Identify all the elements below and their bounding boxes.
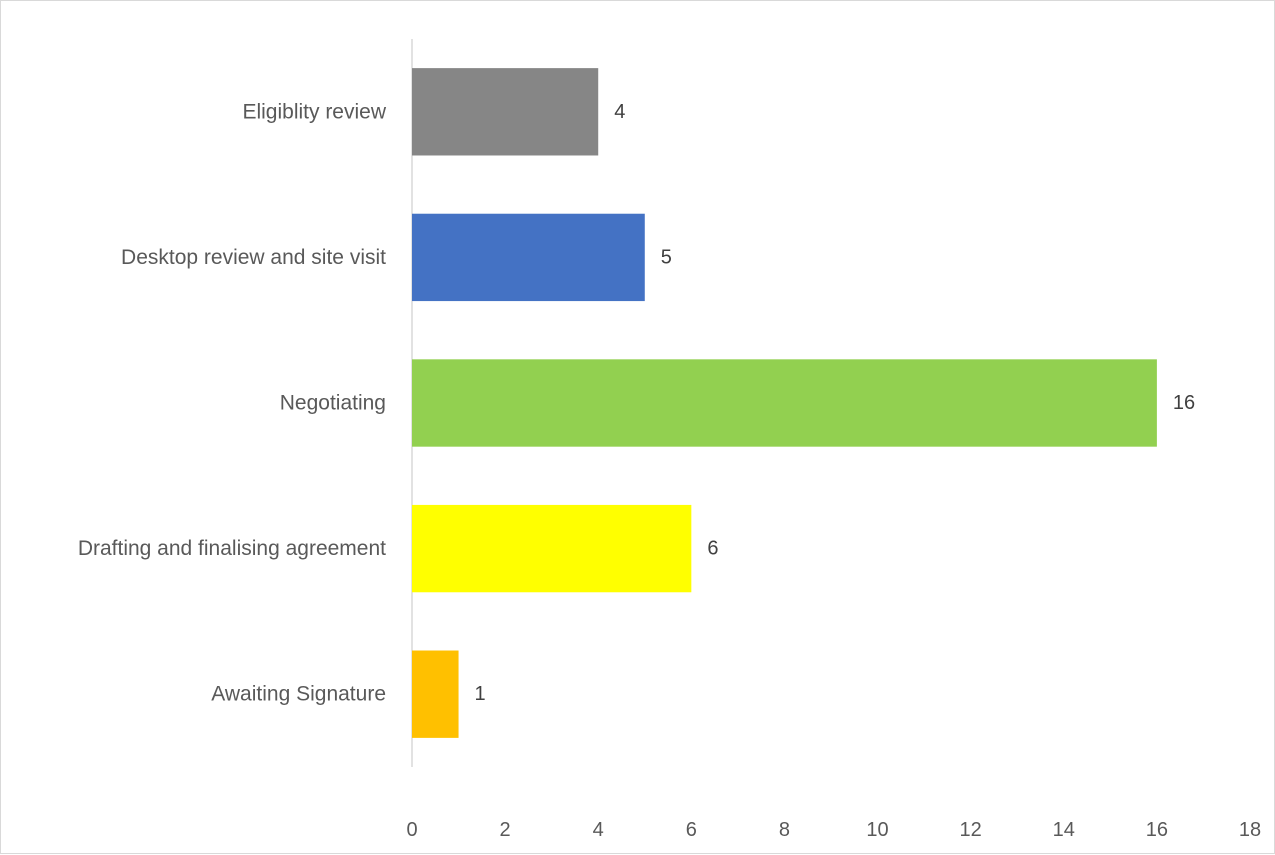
category-label: Negotiating — [280, 392, 386, 415]
x-tick-label: 16 — [1146, 819, 1168, 841]
x-tick-label: 2 — [500, 819, 511, 841]
bar — [412, 504, 692, 593]
data-label: 5 — [661, 246, 672, 268]
data-labels: 4 5 16 6 1 — [475, 101, 1196, 705]
x-tick-label: 10 — [866, 819, 888, 841]
category-label: Eligiblity review — [242, 100, 386, 123]
data-label: 1 — [475, 683, 486, 705]
category-labels: Eligiblity review Desktop review and site… — [78, 100, 387, 705]
x-tick-label: 18 — [1239, 819, 1261, 841]
data-label: 4 — [614, 101, 625, 123]
category-label: Desktop review and site visit — [121, 246, 386, 269]
category-label: Awaiting Signature — [211, 683, 386, 706]
x-tick-label: 12 — [960, 819, 982, 841]
bar — [412, 213, 645, 302]
category-label: Drafting and finalising agreement — [78, 537, 386, 560]
x-axis-tick-labels: 0 2 4 6 8 10 12 14 16 18 — [406, 819, 1261, 841]
bar — [412, 359, 1157, 447]
x-tick-label: 4 — [593, 819, 604, 841]
data-label: 6 — [707, 538, 718, 560]
x-tick-label: 6 — [686, 819, 697, 841]
x-tick-label: 0 — [406, 819, 417, 841]
x-tick-label: 14 — [1053, 819, 1075, 841]
bars-layer — [412, 68, 1157, 738]
data-label: 16 — [1173, 392, 1195, 414]
bar — [412, 68, 599, 156]
x-tick-label: 8 — [779, 819, 790, 841]
bar — [412, 650, 459, 738]
